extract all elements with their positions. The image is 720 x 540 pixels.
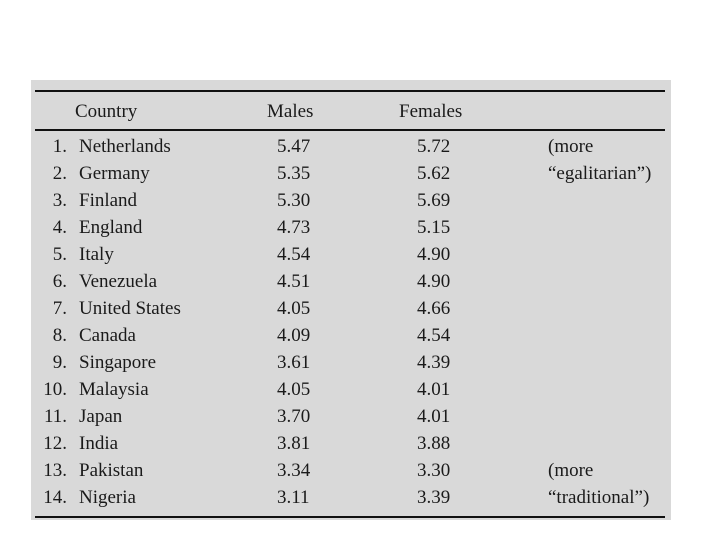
header-country: Country xyxy=(75,101,138,122)
row-rank: 4. xyxy=(52,217,67,238)
row-rank: 8. xyxy=(52,325,67,346)
row-males: 4.05 xyxy=(277,298,311,319)
row-rank: 10. xyxy=(43,379,67,400)
row-country: Finland xyxy=(79,190,138,211)
row-rank: 1. xyxy=(52,136,67,157)
table-row: 4. England 4.73 5.15 xyxy=(31,218,671,245)
row-males: 4.05 xyxy=(277,379,311,400)
row-females: 5.15 xyxy=(417,217,451,238)
row-note: (more xyxy=(548,460,594,481)
row-country: Netherlands xyxy=(79,136,171,157)
row-males: 5.47 xyxy=(277,136,311,157)
row-note: “egalitarian”) xyxy=(548,163,652,184)
row-country: Japan xyxy=(79,406,123,427)
row-country: Singapore xyxy=(79,352,157,373)
header-rule xyxy=(35,129,665,131)
row-females: 4.90 xyxy=(417,271,451,292)
row-country: Nigeria xyxy=(79,487,136,508)
row-rank: 5. xyxy=(52,244,67,265)
row-rank: 11. xyxy=(43,406,67,427)
row-males: 3.70 xyxy=(277,406,311,427)
row-rank: 6. xyxy=(52,271,67,292)
row-rank: 2. xyxy=(52,163,67,184)
table-top-rule xyxy=(35,90,665,92)
row-females: 3.88 xyxy=(417,433,451,454)
table-row: 13. Pakistan 3.34 3.30 (more xyxy=(31,461,671,488)
row-females: 4.66 xyxy=(417,298,451,319)
table-row: 11. Japan 3.70 4.01 xyxy=(31,407,671,434)
row-country: Canada xyxy=(79,325,136,346)
row-country: Malaysia xyxy=(79,379,149,400)
row-females: 5.62 xyxy=(417,163,451,184)
table-row: 1. Netherlands 5.47 5.72 (more xyxy=(31,137,671,164)
row-males: 3.11 xyxy=(277,487,310,508)
table-row: 7. United States 4.05 4.66 xyxy=(31,299,671,326)
table-row: 3. Finland 5.30 5.69 xyxy=(31,191,671,218)
table-row: 9. Singapore 3.61 4.39 xyxy=(31,353,671,380)
row-males: 3.81 xyxy=(277,433,311,454)
row-note: (more xyxy=(548,136,594,157)
row-females: 4.39 xyxy=(417,352,451,373)
table-row: 6. Venezuela 4.51 4.90 xyxy=(31,272,671,299)
row-males: 5.35 xyxy=(277,163,311,184)
row-country: United States xyxy=(79,298,181,319)
row-country: India xyxy=(79,433,119,454)
row-females: 4.54 xyxy=(417,325,451,346)
row-rank: 12. xyxy=(43,433,67,454)
row-females: 3.39 xyxy=(417,487,451,508)
row-males: 5.30 xyxy=(277,190,311,211)
table-row: 5. Italy 4.54 4.90 xyxy=(31,245,671,272)
row-country: Venezuela xyxy=(79,271,158,292)
row-females: 4.90 xyxy=(417,244,451,265)
row-country: Germany xyxy=(79,163,150,184)
table-row: 14. Nigeria 3.11 3.39 “traditional”) xyxy=(31,488,671,515)
row-country: Italy xyxy=(79,244,114,265)
row-females: 4.01 xyxy=(417,379,451,400)
row-country: England xyxy=(79,217,143,238)
row-note: “traditional”) xyxy=(548,487,650,508)
row-females: 4.01 xyxy=(417,406,451,427)
table-row: 2. Germany 5.35 5.62 “egalitarian”) xyxy=(31,164,671,191)
row-females: 5.72 xyxy=(417,136,451,157)
data-table: Country Males Females 1. Netherlands 5.47 5… xyxy=(31,80,671,520)
row-males: 3.34 xyxy=(277,460,311,481)
table-bottom-rule xyxy=(35,516,665,518)
row-males: 4.09 xyxy=(277,325,311,346)
table-row: 8. Canada 4.09 4.54 xyxy=(31,326,671,353)
row-males: 4.73 xyxy=(277,217,311,238)
row-females: 3.30 xyxy=(417,460,451,481)
row-rank: 7. xyxy=(52,298,67,319)
row-rank: 13. xyxy=(43,460,67,481)
header-males: Males xyxy=(267,101,314,122)
row-rank: 3. xyxy=(52,190,67,211)
row-females: 5.69 xyxy=(417,190,451,211)
row-country: Pakistan xyxy=(79,460,144,481)
row-males: 3.61 xyxy=(277,352,311,373)
row-rank: 9. xyxy=(52,352,67,373)
row-males: 4.51 xyxy=(277,271,311,292)
table-row: 12. India 3.81 3.88 xyxy=(31,434,671,461)
table-row: 10. Malaysia 4.05 4.01 xyxy=(31,380,671,407)
row-males: 4.54 xyxy=(277,244,311,265)
row-rank: 14. xyxy=(43,487,67,508)
header-females: Females xyxy=(399,101,463,122)
